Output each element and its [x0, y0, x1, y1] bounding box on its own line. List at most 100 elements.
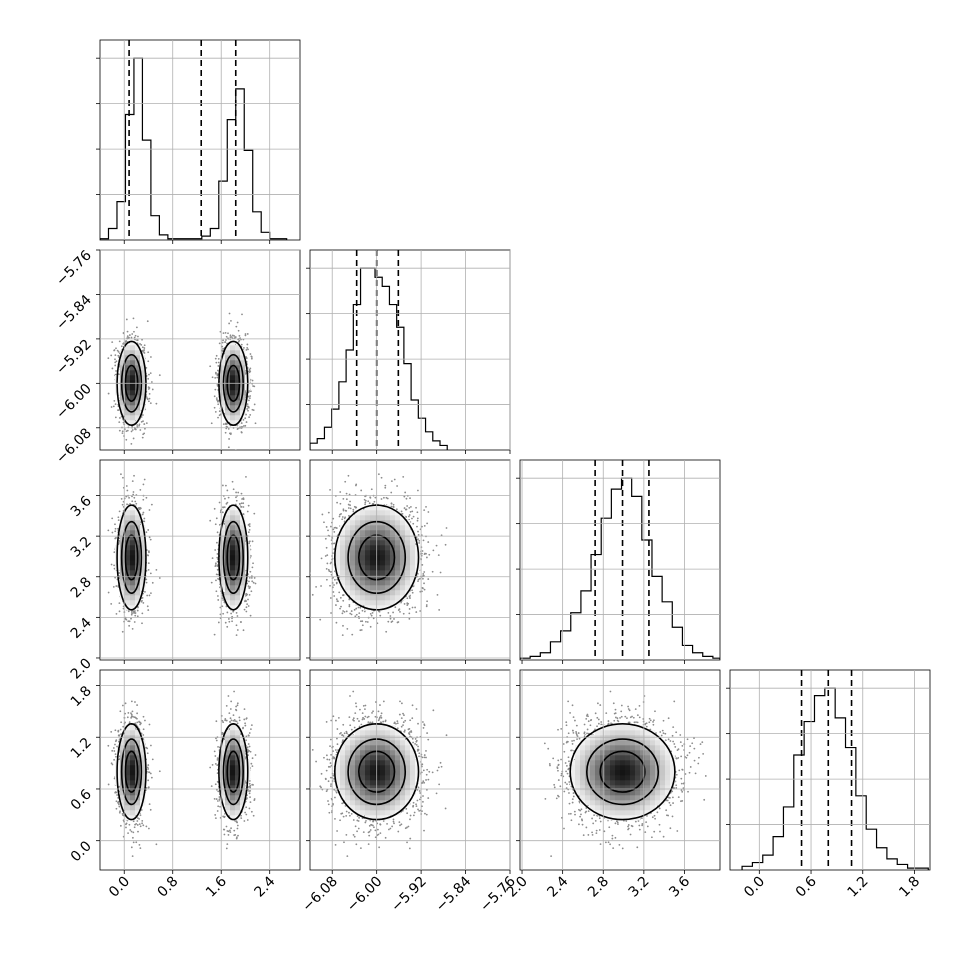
density-cell	[140, 360, 146, 366]
sample-point	[114, 530, 117, 533]
sample-point	[125, 495, 128, 498]
density-cell	[225, 365, 231, 371]
sample-point	[112, 585, 115, 588]
sample-point	[141, 599, 143, 602]
sample-point	[236, 321, 239, 324]
sample-point	[228, 620, 231, 623]
sample-point	[117, 527, 119, 530]
sample-point	[231, 334, 234, 337]
y-tick-label: −5.76	[53, 247, 95, 289]
density-cell	[235, 350, 241, 356]
sample-point	[126, 489, 129, 492]
sample-point	[130, 443, 133, 445]
density-cell	[230, 380, 236, 386]
density-cell	[220, 380, 226, 386]
sample-point	[249, 614, 252, 617]
sample-point	[253, 385, 256, 388]
density-cell	[230, 400, 236, 406]
sample-point	[158, 577, 161, 579]
sample-point	[250, 390, 252, 393]
sample-point	[122, 343, 125, 345]
density-cell	[225, 345, 231, 351]
sample-point	[110, 563, 113, 566]
sample-point	[217, 361, 220, 364]
sample-point	[121, 503, 124, 506]
sample-point	[114, 527, 117, 530]
density-cell	[135, 395, 141, 401]
sample-point	[227, 496, 230, 499]
sample-point	[117, 409, 120, 412]
density-cell	[130, 370, 136, 376]
density-cell	[220, 390, 226, 396]
density-cell	[220, 405, 226, 411]
sample-point	[214, 562, 217, 565]
sample-point	[245, 610, 248, 613]
sample-point	[217, 599, 220, 601]
sample-point	[148, 536, 151, 539]
sample-point	[113, 564, 116, 567]
density-cell	[225, 395, 231, 401]
sample-point	[252, 581, 255, 584]
sample-point	[242, 497, 245, 500]
sample-point	[145, 496, 148, 499]
sample-point	[131, 627, 134, 630]
sample-point	[248, 416, 251, 418]
density-cell	[140, 385, 146, 391]
sample-point	[235, 634, 238, 637]
axes-frame	[99, 39, 301, 241]
sample-point	[133, 621, 136, 623]
sample-point	[222, 423, 225, 426]
sample-point	[218, 414, 221, 417]
density-cell	[130, 415, 136, 421]
sample-point	[130, 613, 133, 616]
ticks-1-1	[306, 250, 511, 454]
sample-point	[126, 503, 128, 506]
sample-point	[147, 609, 150, 611]
scatter-layer	[107, 473, 257, 637]
sample-point	[240, 422, 243, 424]
density-cell	[230, 370, 236, 376]
sample-point	[227, 446, 230, 449]
sample-point	[249, 367, 252, 370]
sample-point	[213, 507, 216, 510]
sample-point	[231, 480, 234, 483]
sample-point	[235, 624, 238, 627]
density-cell	[125, 360, 131, 366]
sample-point	[225, 339, 227, 341]
density-cell	[230, 405, 236, 411]
sample-point	[211, 376, 214, 379]
sample-point	[114, 358, 116, 361]
sample-point	[145, 581, 148, 584]
sample-point	[118, 602, 121, 605]
sample-point	[107, 529, 110, 532]
sample-point	[248, 580, 250, 583]
sample-point	[242, 629, 245, 632]
sample-point	[214, 549, 217, 551]
density-cell	[230, 355, 236, 361]
sample-point	[248, 368, 251, 371]
sample-point	[150, 356, 152, 358]
sample-point	[118, 421, 121, 424]
sample-point	[110, 354, 113, 357]
sample-point	[114, 361, 117, 364]
sample-point	[216, 553, 219, 555]
sample-point	[147, 400, 150, 403]
sample-point	[113, 349, 116, 352]
density-cell	[125, 385, 131, 391]
sample-point	[215, 517, 218, 520]
sample-point	[141, 436, 144, 439]
density-cell	[135, 405, 141, 411]
density-cell	[130, 365, 136, 371]
sample-point	[115, 536, 117, 539]
sample-point	[148, 392, 151, 395]
density-cell	[140, 380, 146, 386]
sample-point	[230, 336, 233, 338]
density-cell	[120, 350, 126, 356]
sample-point	[214, 376, 217, 379]
sample-point	[135, 326, 138, 329]
scatter-panel-2-0	[99, 459, 301, 661]
sample-point	[210, 422, 213, 425]
sample-point	[249, 414, 252, 416]
sample-point	[241, 313, 243, 316]
sample-point	[210, 581, 213, 584]
